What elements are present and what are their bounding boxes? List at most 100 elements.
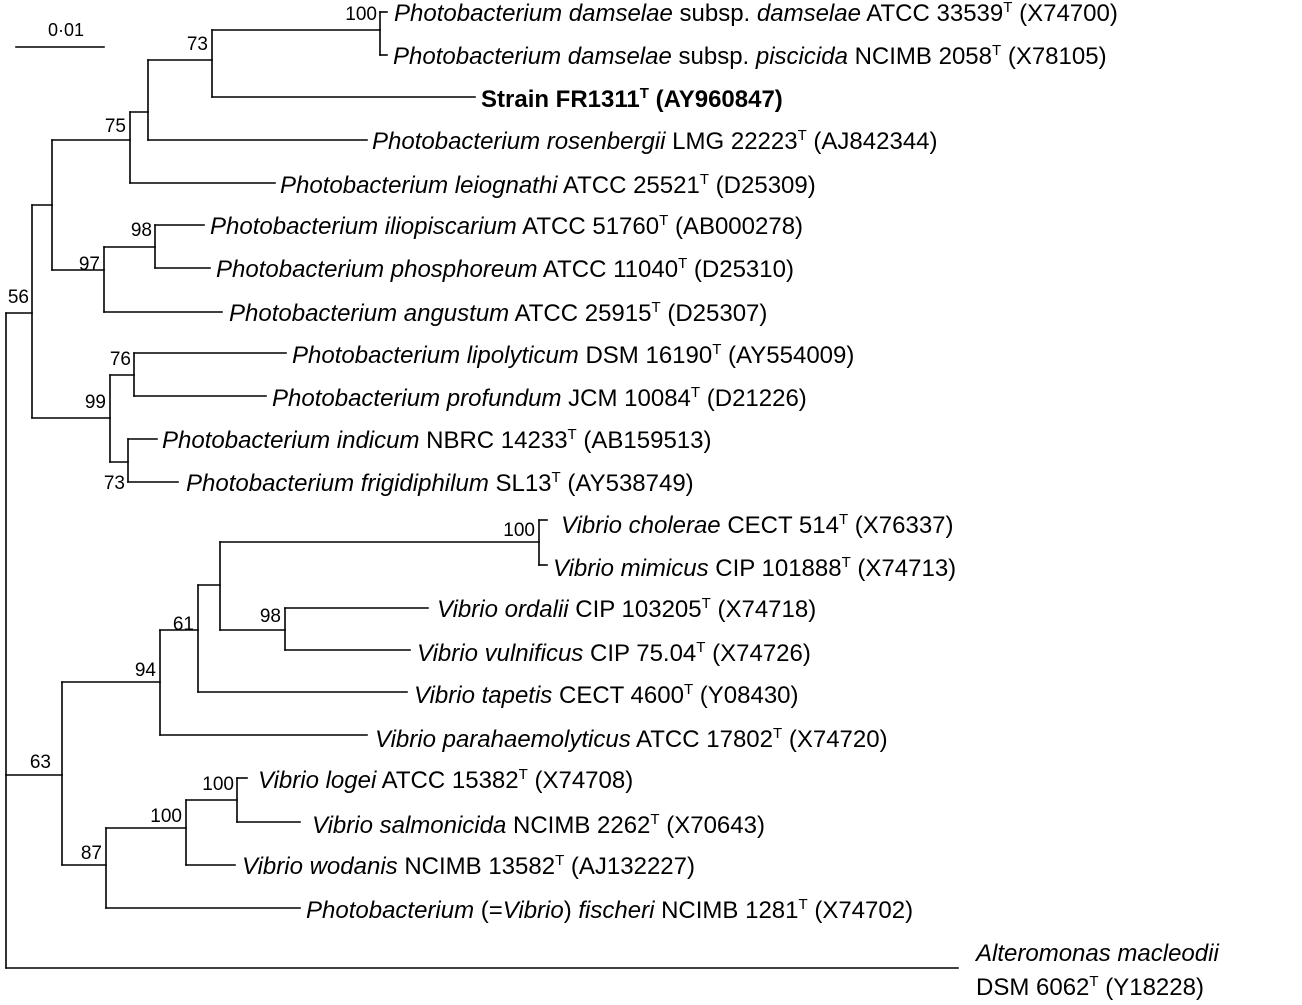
taxon-label-segment: subsp.	[673, 0, 757, 27]
taxon-name-italic: Photobacterium frigidiphilum	[186, 470, 489, 497]
bootstrap-values: 100 73 75 98 97 56 76 99 73 100 98 61 94…	[8, 4, 535, 864]
taxon-name-italic: Vibrio tapetis	[414, 682, 552, 709]
taxon-label: Vibrio cholerae CECT 514T (X76337)	[561, 511, 954, 539]
taxon-label: Photobacterium phosphoreum ATCC 11040T (…	[216, 255, 794, 283]
bootstrap-value: 98	[131, 220, 152, 241]
taxon-label: Vibrio ordalii CIP 103205T (X74718)	[437, 595, 816, 623]
taxon-name-italic: Vibrio cholerae	[561, 512, 721, 539]
taxon-label: Photobacterium profundum JCM 10084T (D21…	[272, 384, 807, 412]
bootstrap-value: 97	[79, 254, 100, 275]
type-strain-mark: T	[712, 341, 721, 358]
taxon-label-segment: ATCC 25915	[509, 300, 651, 327]
taxon-label-segment: ATCC 17802	[631, 726, 773, 753]
bootstrap-value: 73	[104, 473, 125, 494]
taxon-label-segment: (D25310)	[687, 256, 794, 283]
taxon-label-segment: (Y18228)	[1099, 974, 1204, 1001]
taxon-label-segment: (X74718)	[711, 596, 816, 623]
taxon-label-segment: (=	[474, 897, 503, 924]
taxon-label-segment: subsp.	[672, 43, 756, 70]
taxon-name-italic: Photobacterium damselae	[393, 43, 672, 70]
type-strain-mark: T	[555, 852, 564, 869]
bootstrap-value: 100	[150, 806, 182, 827]
taxon-label-segment: CIP 75.04	[583, 640, 696, 667]
bootstrap-value: 87	[81, 843, 102, 864]
bootstrap-value: 94	[135, 660, 157, 681]
taxon-name-italic: Vibrio salmonicida	[312, 812, 506, 839]
taxon-label-segment: (X78105)	[1001, 43, 1106, 70]
taxon-label-segment: LMG 22223	[666, 128, 798, 155]
type-strain-mark: T	[773, 725, 782, 742]
taxon-label-segment: (X74700)	[1012, 0, 1117, 27]
taxon-name-italic: Photobacterium	[306, 897, 474, 924]
taxon-label-segment: ATCC 11040	[538, 256, 679, 283]
taxon-label-segment: ATCC 25521	[558, 172, 700, 199]
taxon-label-segment: Strain FR1311	[481, 86, 640, 113]
type-strain-mark: T	[702, 595, 711, 612]
taxon-label: Vibrio mimicus CIP 101888T (X74713)	[553, 554, 956, 582]
taxon-label: Photobacterium iliopiscarium ATCC 51760T…	[210, 212, 803, 240]
taxon-label-segment: NCIMB 2262	[506, 812, 650, 839]
taxon-label: Photobacterium lipolyticum DSM 16190T (A…	[292, 341, 854, 369]
taxon-name-italic: Vibrio	[503, 897, 564, 924]
type-strain-mark: T	[678, 255, 687, 272]
type-strain-mark: T	[651, 299, 660, 316]
type-strain-mark: T	[1089, 973, 1098, 990]
type-strain-mark: T	[842, 554, 851, 571]
taxon-label: Photobacterium indicum NBRC 14233T (AB15…	[162, 426, 711, 454]
type-strain-mark: T	[839, 511, 848, 528]
taxon-label-segment: (X74720)	[782, 726, 887, 753]
bootstrap-value: 76	[110, 349, 131, 370]
taxon-name-italic: Photobacterium iliopiscarium	[210, 213, 517, 240]
type-strain-mark: T	[650, 811, 659, 828]
taxon-name-italic: Photobacterium damselae	[394, 0, 673, 27]
taxon-label-segment: (AB000278)	[668, 213, 803, 240]
type-strain-mark: T	[519, 766, 528, 783]
taxon-label-segment: ATCC 33539	[861, 0, 1003, 27]
taxon-label-segment: CECT 514	[721, 512, 839, 539]
bootstrap-value: 56	[8, 287, 29, 308]
taxon-label-segment: (X74702)	[808, 897, 913, 924]
bootstrap-value: 98	[260, 606, 281, 627]
taxon-name-italic: Photobacterium profundum	[272, 385, 562, 412]
taxon-label-segment: (AJ132227)	[564, 853, 695, 880]
type-strain-mark: T	[659, 212, 668, 229]
taxon-label-segment: JCM 10084	[562, 385, 691, 412]
taxon-name-italic: piscicida	[755, 43, 848, 70]
taxon-label-segment: (X74713)	[851, 555, 956, 582]
type-strain-mark: T	[552, 469, 561, 486]
taxon-label-segment: CIP 103205	[569, 596, 702, 623]
taxon-label-segment: (X76337)	[848, 512, 953, 539]
taxon-label: Photobacterium leiognathi ATCC 25521T (D…	[280, 171, 816, 199]
taxon-label-segment: (X70643)	[660, 812, 765, 839]
taxon-name-italic: Vibrio wodanis	[242, 853, 398, 880]
taxon-name-italic: Alteromonas macleodii	[974, 940, 1219, 967]
scale-bar: 0·01	[15, 20, 105, 48]
taxon-label-segment: (D25309)	[709, 172, 816, 199]
taxon-label-segment: ATCC 15382	[376, 767, 518, 794]
taxon-label: Vibrio logei ATCC 15382T (X74708)	[258, 766, 633, 794]
taxon-label-segment: CIP 101888	[709, 555, 842, 582]
type-strain-mark: T	[691, 384, 700, 401]
taxon-label-segment: NCIMB 13582	[398, 853, 555, 880]
taxon-name-italic: Photobacterium rosenbergii	[372, 128, 666, 155]
taxon-label-segment: (AY538749)	[561, 470, 694, 497]
taxon-label: Vibrio tapetis CECT 4600T (Y08430)	[414, 681, 799, 709]
taxon-name-italic: Vibrio ordalii	[437, 596, 569, 623]
taxon-label-segment: NCIMB 2058	[848, 43, 992, 70]
taxon-label: Vibrio wodanis NCIMB 13582T (AJ132227)	[242, 852, 695, 880]
bootstrap-value: 63	[30, 752, 51, 773]
taxon-label-segment: ATCC 51760	[517, 213, 659, 240]
taxon-name-italic: Photobacterium phosphoreum	[216, 256, 538, 283]
taxon-label-segment: (AY554009)	[721, 342, 854, 369]
taxon-labels: Photobacterium damselae subsp. damselae …	[162, 0, 1219, 1001]
taxon-label: Photobacterium damselae subsp. damselae …	[394, 0, 1118, 27]
bootstrap-value: 61	[173, 614, 194, 635]
taxon-label-segment: (AB159513)	[577, 427, 712, 454]
taxon-label: DSM 6062T (Y18228)	[976, 973, 1204, 1001]
bootstrap-value: 75	[105, 116, 126, 137]
type-strain-mark: T	[1003, 0, 1012, 16]
taxon-label: Vibrio parahaemolyticus ATCC 17802T (X74…	[375, 725, 888, 753]
taxon-label-segment: (X74708)	[528, 767, 633, 794]
taxon-label: Strain FR1311T (AY960847)	[481, 85, 783, 113]
